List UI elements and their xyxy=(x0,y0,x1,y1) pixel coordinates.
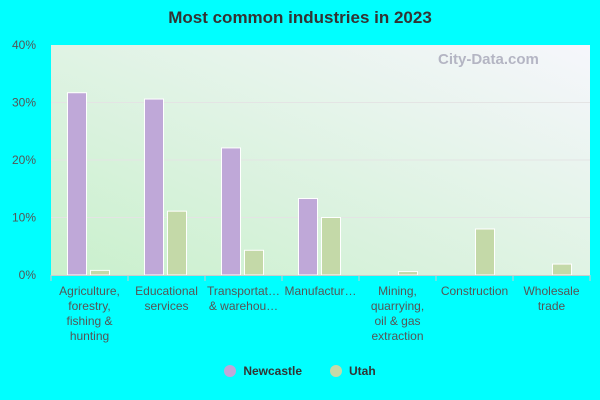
chart-title: Most common industries in 2023 xyxy=(168,8,432,27)
x-category-label: Agriculture, forestry, fishing & hunting xyxy=(59,284,120,343)
bar-utah xyxy=(90,269,110,276)
y-tick-label: 40% xyxy=(12,38,36,52)
watermark: City-Data.com xyxy=(438,51,539,68)
bar-utah xyxy=(398,271,418,276)
y-tick-label: 10% xyxy=(12,211,36,225)
x-category-label: Educational services xyxy=(135,284,198,313)
bar-utah xyxy=(244,249,264,276)
bar-utah xyxy=(552,263,572,276)
bar-utah xyxy=(167,210,187,276)
bar-newcastle xyxy=(221,147,241,276)
x-category-label: Manufactur… xyxy=(284,284,356,298)
bar-newcastle xyxy=(144,98,164,276)
legend-label: Newcastle xyxy=(243,364,303,378)
x-category-label: Construction xyxy=(441,284,508,298)
bar-utah xyxy=(475,228,495,276)
x-category-label: Transportat… & warehou… xyxy=(207,284,280,313)
legend-item-newcastle: Newcastle xyxy=(224,364,302,378)
y-tick-label: 20% xyxy=(12,153,36,167)
y-tick-label: 0% xyxy=(19,268,37,282)
legend-item-utah: Utah xyxy=(330,364,376,378)
x-category-label: Mining, quarrying, oil & gas extraction xyxy=(371,284,424,343)
legend-label: Utah xyxy=(349,364,376,378)
bar-utah xyxy=(321,217,341,276)
legend-swatch xyxy=(330,365,343,377)
y-tick-label: 30% xyxy=(12,96,36,110)
legend-swatch xyxy=(224,365,237,377)
bar-newcastle xyxy=(67,92,87,276)
bar-newcastle xyxy=(298,198,318,276)
legend: Newcastle Utah xyxy=(0,364,600,378)
x-category-label: Wholesale trade xyxy=(523,284,579,313)
